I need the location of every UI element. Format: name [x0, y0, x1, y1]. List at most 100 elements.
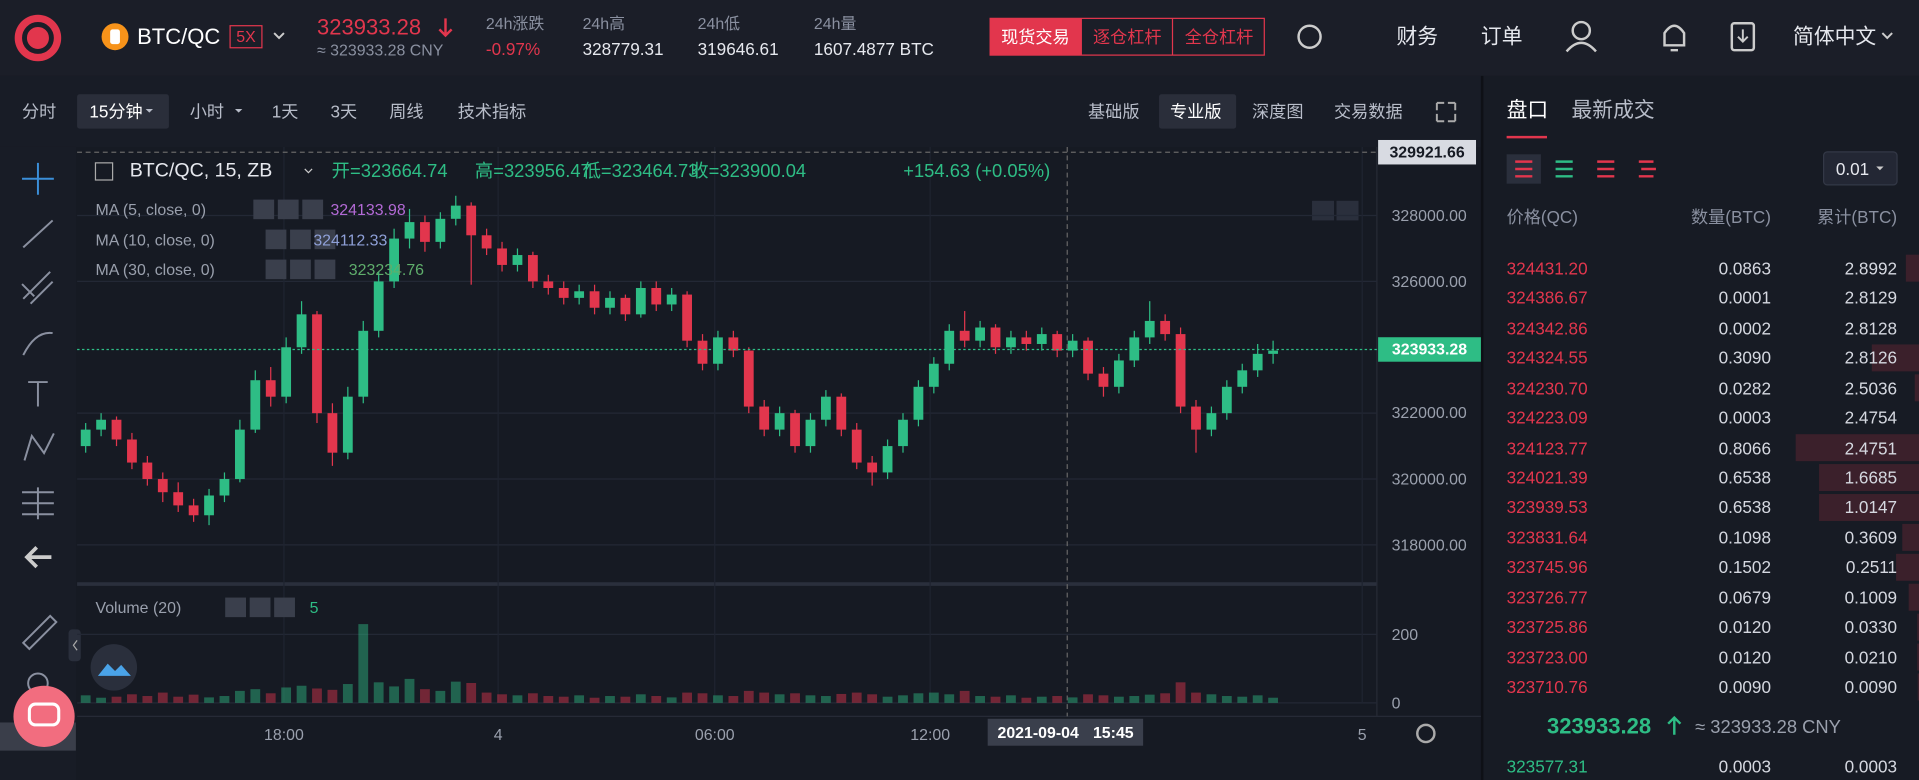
- volume-control[interactable]: [225, 597, 247, 618]
- interval[interactable]: 1天: [271, 101, 299, 122]
- view-tab[interactable]: 基础版: [1088, 101, 1140, 122]
- time-tick-label: 12:00: [910, 725, 951, 744]
- fullscreen-icon[interactable]: [1435, 101, 1457, 123]
- pane-up[interactable]: [1336, 200, 1359, 221]
- collapse-tab[interactable]: [68, 629, 81, 662]
- book-price[interactable]: 323726.77: [1506, 587, 1588, 608]
- pane-down[interactable]: [1312, 200, 1335, 221]
- volume-bar: [1175, 682, 1186, 703]
- pattern-tool[interactable]: [23, 433, 55, 461]
- mode-active[interactable]: [990, 18, 1082, 56]
- volume-bar: [913, 693, 924, 703]
- view-tab[interactable]: 交易数据: [1334, 101, 1403, 122]
- depth-bar: [1917, 673, 1919, 701]
- line-tool[interactable]: [22, 219, 54, 249]
- ma-control[interactable]: [314, 229, 336, 250]
- book-price[interactable]: 324223.09: [1506, 407, 1588, 428]
- depth-bar: [1905, 254, 1919, 282]
- language[interactable]: 简体中文: [1793, 25, 1877, 49]
- book-price[interactable]: 323831.64: [1506, 527, 1588, 548]
- ma-control[interactable]: [314, 259, 336, 280]
- candle-body: [913, 386, 924, 420]
- volume-bar: [682, 692, 692, 703]
- text-tool[interactable]: [28, 381, 48, 407]
- brush-tool[interactable]: [22, 331, 53, 356]
- crosshair-tool[interactable]: [22, 162, 54, 195]
- book-tab[interactable]: 最新成交: [1571, 98, 1655, 122]
- ma-control[interactable]: [277, 199, 299, 220]
- volume-control[interactable]: [249, 597, 271, 618]
- interval[interactable]: 分时: [22, 101, 57, 122]
- book-price[interactable]: 323710.76: [1506, 677, 1588, 697]
- ma-control[interactable]: [290, 259, 311, 280]
- view-active[interactable]: [1159, 94, 1237, 129]
- book-price[interactable]: 324230.70: [1506, 378, 1588, 398]
- ma-control[interactable]: [253, 199, 275, 220]
- ma-control[interactable]: [265, 229, 287, 250]
- ma-label[interactable]: MA (30, close, 0): [95, 260, 215, 279]
- ma-control[interactable]: [302, 199, 324, 220]
- interval[interactable]: 15分钟: [89, 101, 143, 122]
- book-price[interactable]: 324431.20: [1506, 258, 1588, 278]
- book-price[interactable]: 323725.86: [1506, 617, 1588, 637]
- book-price[interactable]: 323723.00: [1506, 647, 1588, 667]
- axis-settings[interactable]: [1416, 723, 1436, 744]
- fib-tool[interactable]: [21, 271, 54, 305]
- interval[interactable]: 技术指标: [457, 101, 527, 122]
- ma-label[interactable]: MA (5, close, 0): [95, 200, 206, 219]
- chat-button[interactable]: [13, 685, 75, 747]
- symbol-title[interactable]: BTC/QC, 15, ZB: [129, 160, 273, 182]
- book-price[interactable]: 324021.39: [1506, 467, 1588, 488]
- back-tool[interactable]: [24, 546, 52, 569]
- book-last-cny: ≈ 323933.28 CNY: [1695, 716, 1841, 738]
- book-price[interactable]: 324342.86: [1506, 318, 1588, 338]
- candle-body: [1175, 334, 1186, 407]
- interval[interactable]: 小时: [189, 101, 224, 122]
- pair-chevron[interactable]: [273, 32, 285, 40]
- measure-tool[interactable]: [22, 487, 54, 520]
- book-price[interactable]: 323939.53: [1506, 497, 1588, 518]
- chat-icon: [27, 702, 61, 727]
- volume-bar: [111, 696, 122, 703]
- book-price[interactable]: 323577.31: [1506, 756, 1588, 777]
- user-icon[interactable]: [1571, 20, 1592, 41]
- leverage-badge: [229, 25, 263, 49]
- lang-chevron[interactable]: [1881, 32, 1893, 40]
- book-price[interactable]: 324386.67: [1506, 288, 1588, 308]
- mode-tab[interactable]: 全仓杠杆: [1184, 26, 1254, 47]
- precision-box[interactable]: [1822, 151, 1898, 186]
- ma-label[interactable]: MA (10, close, 0): [95, 230, 215, 249]
- view-tab[interactable]: 专业版: [1170, 101, 1222, 122]
- book-total: 2.4751: [1844, 437, 1898, 458]
- volume-label[interactable]: Volume (20): [95, 598, 182, 617]
- nav-link[interactable]: 订单: [1480, 25, 1523, 49]
- settings-icon[interactable]: [1297, 24, 1322, 49]
- view-tab[interactable]: 深度图: [1252, 101, 1304, 122]
- book-price[interactable]: 323745.96: [1506, 557, 1588, 578]
- volume-control[interactable]: [274, 597, 295, 618]
- brand-badge[interactable]: [90, 644, 138, 691]
- nav-link[interactable]: 财务: [1396, 25, 1439, 49]
- ma-control[interactable]: [265, 259, 287, 280]
- bell-icon[interactable]: [1663, 24, 1686, 52]
- mode-bids[interactable]: [1555, 160, 1573, 178]
- ruler-tool[interactable]: [21, 614, 58, 651]
- stat-label: 24h涨跌: [485, 14, 545, 33]
- mode-tab[interactable]: 现货交易: [1001, 26, 1070, 47]
- interval-active[interactable]: [77, 94, 169, 129]
- pair[interactable]: BTC/QC: [137, 24, 221, 49]
- mode-asks[interactable]: [1597, 160, 1615, 178]
- mode-tab[interactable]: 逐仓杠杆: [1092, 26, 1162, 47]
- mode-both[interactable]: [1515, 160, 1533, 178]
- book-tab[interactable]: 盘口: [1506, 98, 1549, 122]
- collapse-legend[interactable]: [94, 162, 114, 181]
- interval[interactable]: 3天: [330, 101, 358, 122]
- book-price[interactable]: 324123.77: [1506, 437, 1588, 458]
- mode-compact[interactable]: [1638, 160, 1656, 178]
- precision[interactable]: 0.01: [1835, 159, 1870, 179]
- download-icon[interactable]: [1730, 22, 1756, 52]
- candle-body: [173, 492, 184, 506]
- ma-control[interactable]: [290, 229, 311, 250]
- interval[interactable]: 周线: [389, 101, 424, 122]
- book-price[interactable]: 324324.55: [1506, 348, 1588, 368]
